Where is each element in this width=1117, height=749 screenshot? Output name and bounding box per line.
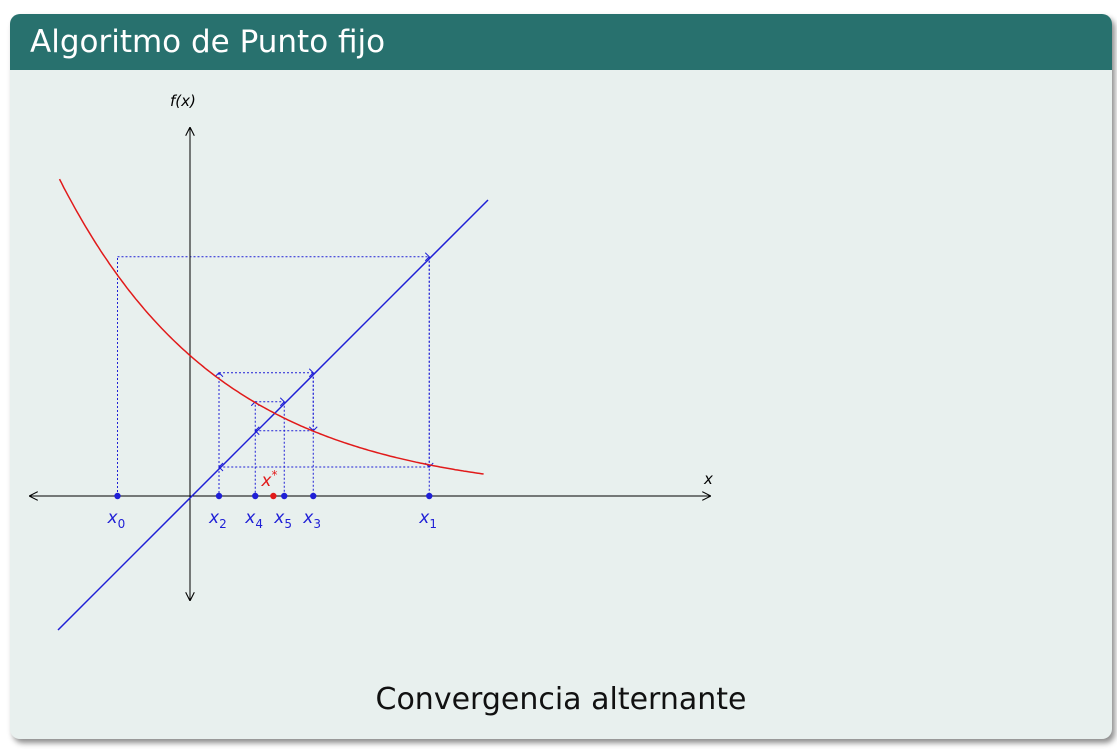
iterate-label-1: x1 xyxy=(418,508,437,531)
x-axis-label: x xyxy=(703,470,713,488)
iterate-dot-0 xyxy=(114,492,121,500)
identity-line xyxy=(57,199,489,631)
iterate-dot-2 xyxy=(215,492,223,500)
fixed-point-label: x* xyxy=(260,468,277,491)
iterate-dot-1 xyxy=(426,492,433,500)
slide-frame: Algoritmo de Punto fijo x f(x) x0 x1 x2 x3 x… xyxy=(10,14,1112,739)
fixed-point-base: x xyxy=(260,471,272,491)
iterate-label-3: x3 xyxy=(302,508,321,531)
slide-header: Algoritmo de Punto fijo xyxy=(10,14,1112,70)
iterate-label-5: x5 xyxy=(273,508,292,531)
iterate-dot-4 xyxy=(252,492,259,500)
iterate-points: x0 x1 x2 x3 x4 x5 xyxy=(107,492,437,531)
cobweb-path xyxy=(117,252,434,496)
iterate-dot-5 xyxy=(281,492,288,500)
slide-caption: Convergencia alternante xyxy=(375,682,747,717)
slide-title: Algoritmo de Punto fijo xyxy=(30,24,386,60)
y-axis-label: f(x) xyxy=(170,92,196,110)
fixed-point-dot xyxy=(270,492,277,500)
g-curve xyxy=(58,178,484,475)
iterate-label-2: x2 xyxy=(208,508,227,531)
iterate-label-4: x4 xyxy=(244,508,263,531)
fixed-point-sup: * xyxy=(271,468,277,482)
iterate-label-0: x0 xyxy=(107,508,126,531)
iterate-dot-3 xyxy=(310,492,317,500)
